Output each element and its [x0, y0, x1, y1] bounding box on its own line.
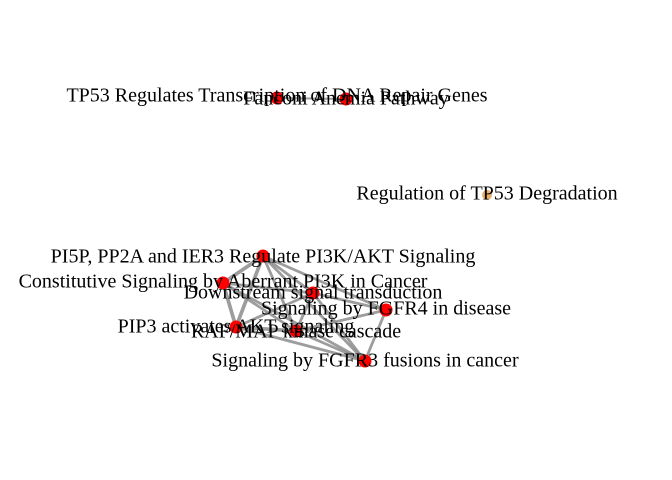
node-label-n2: Fanconi Anemia Pathway	[243, 88, 449, 110]
edge-n7-n9	[294, 308, 388, 333]
node-n5[interactable]	[216, 276, 230, 290]
node-n9[interactable]	[289, 324, 303, 338]
node-n8[interactable]	[229, 320, 243, 334]
edge-n4-n7	[261, 254, 388, 312]
edge-n6-n9	[294, 291, 315, 333]
node-label-n7: Signaling by FGFR4 in disease	[261, 298, 511, 320]
edge-n1-n2	[276, 97, 347, 100]
node-n3[interactable]	[482, 190, 492, 200]
node-label-n6: Downstream signal transduction	[184, 282, 443, 304]
node-label-n9: RAF/MAP kinase cascade	[191, 321, 401, 343]
node-n6[interactable]	[306, 286, 320, 300]
edge-n7-n10	[363, 308, 388, 363]
edge-n9-n10	[294, 329, 367, 363]
node-layer	[216, 91, 492, 368]
label-layer: TP53 Regulates Transcription of DNA Repa…	[19, 85, 618, 372]
node-label-n1: TP53 Regulates Transcription of DNA Repa…	[66, 85, 487, 107]
edge-n5-n10	[221, 281, 367, 363]
edge-n4-n8	[234, 254, 265, 329]
edge-n8-n10	[234, 325, 367, 363]
edge-n5-n6	[221, 281, 315, 295]
node-label-n10: Signaling by FGFR3 fusions in cancer	[211, 350, 519, 372]
edge-n6-n8	[234, 291, 315, 329]
edge-n8-n9	[234, 325, 298, 333]
edge-n4-n10	[261, 254, 367, 363]
node-label-n5: Constitutive Signaling by Aberrant PI3K …	[19, 271, 428, 293]
node-n2[interactable]	[339, 92, 353, 106]
node-label-n4: PI5P, PP2A and IER3 Regulate PI3K/AKT Si…	[51, 246, 476, 268]
node-n4[interactable]	[256, 249, 270, 263]
node-n1[interactable]	[270, 91, 284, 105]
node-n7[interactable]	[379, 303, 393, 317]
edge-n6-n10	[311, 291, 367, 363]
edge-n5-n8	[221, 281, 238, 329]
node-label-n3: Regulation of TP53 Degradation	[356, 183, 617, 205]
edge-n4-n6	[261, 254, 315, 295]
edge-n4-n5	[221, 254, 265, 285]
node-label-n8: PIP3 activates AKT signaling	[118, 316, 355, 338]
node-n10[interactable]	[358, 354, 372, 368]
edge-layer	[221, 97, 388, 363]
edge-n6-n7	[311, 291, 388, 312]
